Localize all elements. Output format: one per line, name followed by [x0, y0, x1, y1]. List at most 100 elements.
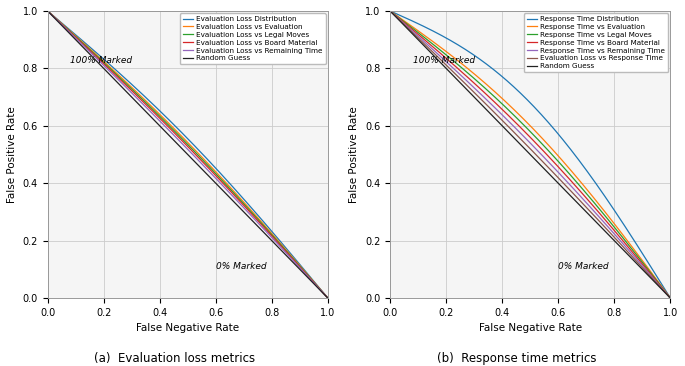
Response Time vs Board Material [553, 163, 561, 168]
Response Time vs Remaining Time [386, 9, 394, 13]
Evaluation Loss vs Evaluation [273, 238, 282, 242]
Response Time vs Board Material [660, 288, 668, 292]
Response Time vs Legal Moves [521, 124, 529, 128]
Evaluation Loss vs Remaining Time [210, 175, 219, 179]
Random Guess [195, 164, 203, 169]
Evaluation Loss vs Response Time [521, 141, 529, 146]
Random Guess [386, 9, 394, 13]
Evaluation Loss vs Board Material [324, 296, 332, 300]
Evaluation Loss vs Remaining Time [178, 142, 186, 146]
Evaluation Loss vs Remaining Time [195, 159, 203, 164]
Response Time vs Remaining Time [538, 153, 546, 157]
Line: Response Time vs Remaining Time: Response Time vs Remaining Time [390, 11, 671, 298]
Evaluation Loss vs Legal Moves [178, 137, 186, 141]
Random Guess [273, 244, 282, 249]
Response Time vs Board Material [667, 296, 675, 300]
Evaluation Loss vs Evaluation [177, 133, 185, 138]
Evaluation Loss vs Remaining Time [43, 9, 51, 13]
Evaluation Loss Distribution [324, 296, 332, 300]
Evaluation Loss vs Legal Moves [177, 135, 185, 139]
Evaluation Loss vs Response Time [386, 9, 394, 13]
Evaluation Loss vs Legal Moves [273, 239, 282, 243]
Response Time vs Evaluation [660, 287, 668, 291]
Response Time vs Evaluation [616, 229, 624, 233]
Evaluation Loss Distribution [178, 131, 186, 135]
Response Time vs Board Material [616, 235, 624, 239]
Evaluation Loss vs Evaluation [178, 135, 186, 139]
Response Time Distribution [538, 113, 546, 117]
Response Time vs Legal Moves [660, 287, 668, 292]
Evaluation Loss vs Remaining Time [324, 296, 332, 300]
Evaluation Loss vs Legal Moves [317, 288, 325, 293]
Line: Random Guess: Random Guess [390, 11, 671, 298]
Evaluation Loss Distribution [317, 288, 325, 292]
Line: Response Time vs Evaluation: Response Time vs Evaluation [390, 11, 671, 298]
Line: Evaluation Loss vs Evaluation: Evaluation Loss vs Evaluation [47, 11, 328, 298]
Random Guess [324, 296, 332, 300]
Random Guess [317, 289, 325, 294]
Evaluation Loss vs Board Material [210, 172, 219, 176]
Evaluation Loss vs Board Material [195, 156, 203, 161]
Legend: Response Time Distribution, Response Time vs Evaluation, Response Time vs Legal : Response Time Distribution, Response Tim… [524, 13, 669, 72]
Evaluation Loss vs Legal Moves [210, 170, 219, 175]
Response Time vs Legal Moves [553, 158, 561, 162]
Response Time Distribution [553, 130, 561, 135]
Evaluation Loss Distribution [43, 9, 51, 13]
Response Time vs Evaluation [667, 296, 675, 300]
Evaluation Loss vs Remaining Time [273, 242, 282, 246]
Response Time Distribution [660, 285, 668, 290]
Response Time vs Evaluation [538, 136, 546, 140]
X-axis label: False Negative Rate: False Negative Rate [136, 324, 239, 333]
Random Guess [177, 145, 185, 150]
Response Time vs Evaluation [386, 9, 394, 13]
Evaluation Loss vs Evaluation [324, 296, 332, 300]
Line: Random Guess: Random Guess [47, 11, 328, 298]
Response Time vs Legal Moves [538, 141, 546, 146]
Response Time vs Remaining Time [667, 296, 675, 300]
Evaluation Loss vs Remaining Time [177, 140, 185, 145]
Response Time vs Remaining Time [616, 238, 624, 242]
Response Time vs Remaining Time [553, 169, 561, 173]
Evaluation Loss vs Legal Moves [195, 154, 203, 158]
Evaluation Loss Distribution [273, 236, 282, 240]
Evaluation Loss vs Evaluation [195, 152, 203, 157]
Response Time vs Legal Moves [519, 122, 527, 127]
Evaluation Loss Distribution [195, 149, 203, 153]
Random Guess [178, 147, 186, 151]
Response Time vs Legal Moves [616, 232, 624, 236]
Line: Evaluation Loss Distribution: Evaluation Loss Distribution [47, 11, 328, 298]
Random Guess [210, 180, 219, 184]
Random Guess [616, 244, 624, 249]
Line: Response Time Distribution: Response Time Distribution [390, 11, 671, 298]
Response Time vs Remaining Time [660, 288, 668, 292]
Random Guess [521, 147, 529, 151]
Random Guess [667, 296, 675, 300]
Text: 100% Marked: 100% Marked [412, 56, 475, 65]
Evaluation Loss vs Legal Moves [43, 9, 51, 13]
Evaluation Loss vs Response Time [667, 296, 675, 300]
Response Time vs Legal Moves [667, 296, 675, 300]
Line: Evaluation Loss vs Legal Moves: Evaluation Loss vs Legal Moves [47, 11, 328, 298]
Response Time vs Remaining Time [519, 134, 527, 138]
Random Guess [43, 9, 51, 13]
Evaluation Loss vs Response Time [538, 158, 546, 163]
Response Time vs Evaluation [553, 152, 561, 157]
Evaluation Loss vs Board Material [273, 240, 282, 244]
Evaluation Loss vs Remaining Time [317, 289, 325, 293]
Response Time Distribution [521, 95, 529, 100]
Random Guess [660, 289, 668, 294]
Response Time Distribution [667, 296, 675, 300]
Response Time vs Board Material [386, 9, 394, 13]
Evaluation Loss vs Response Time [616, 241, 624, 246]
Response Time vs Legal Moves [386, 9, 394, 13]
Response Time vs Evaluation [519, 116, 527, 121]
Legend: Evaluation Loss Distribution, Evaluation Loss vs Evaluation, Evaluation Loss vs : Evaluation Loss Distribution, Evaluation… [179, 13, 326, 64]
Response Time vs Board Material [519, 128, 527, 132]
X-axis label: False Negative Rate: False Negative Rate [479, 324, 582, 333]
Line: Evaluation Loss vs Board Material: Evaluation Loss vs Board Material [47, 11, 328, 298]
Response Time Distribution [519, 94, 527, 98]
Evaluation Loss vs Evaluation [210, 168, 219, 172]
Evaluation Loss vs Response Time [519, 139, 527, 144]
Line: Evaluation Loss vs Response Time: Evaluation Loss vs Response Time [390, 11, 671, 298]
Response Time vs Remaining Time [521, 135, 529, 140]
